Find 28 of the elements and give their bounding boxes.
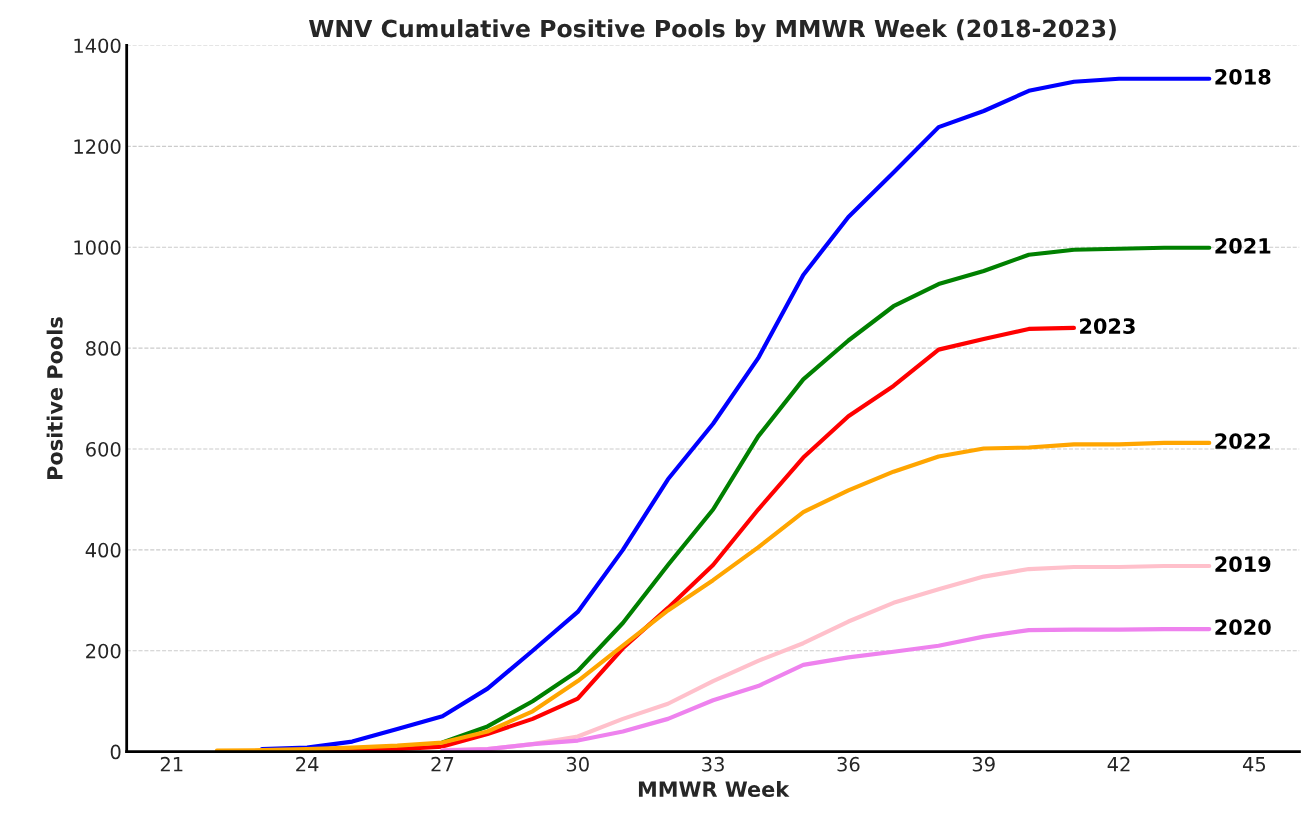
series-label: 2022: [1215, 433, 1270, 449]
y-tick-label: 1400: [74, 38, 121, 54]
series-label: 2018: [1215, 69, 1271, 85]
x-tick-label: 33: [702, 756, 724, 772]
series-label: 2023: [1080, 318, 1135, 334]
y-tick-label: 600: [86, 441, 121, 457]
x-tick-label: 36: [837, 756, 860, 772]
series-label: 2020: [1215, 619, 1271, 636]
y-tick-label: 0: [110, 744, 121, 760]
x-tick-label: 39: [972, 756, 995, 772]
y-tick-label: 400: [85, 542, 121, 558]
x-tick-label: 21: [160, 756, 183, 772]
series-label: 2021: [1215, 238, 1271, 254]
chart-title: WNV Cumulative Positive Pools by MMWR Week (2018-2023): [309, 19, 1116, 43]
x-tick-label: 27: [431, 756, 454, 772]
x-tick-label: 45: [1242, 757, 1266, 772]
y-tick-label: 800: [86, 341, 121, 356]
y-tick-label: 1200: [74, 139, 121, 154]
x-tick-label: 42: [1107, 756, 1130, 772]
series-label: 2019: [1215, 556, 1271, 573]
x-axis-title: MMWR Week: [638, 780, 790, 798]
line-series: [214, 440, 1212, 752]
y-axis-title: Positive Pools: [46, 317, 63, 479]
x-tick-label: 24: [296, 756, 319, 772]
y-tick-label: 1000: [74, 240, 121, 255]
line-series: [440, 626, 1212, 752]
x-tick-label: 30: [566, 756, 589, 772]
y-tick-label: 200: [86, 643, 121, 659]
